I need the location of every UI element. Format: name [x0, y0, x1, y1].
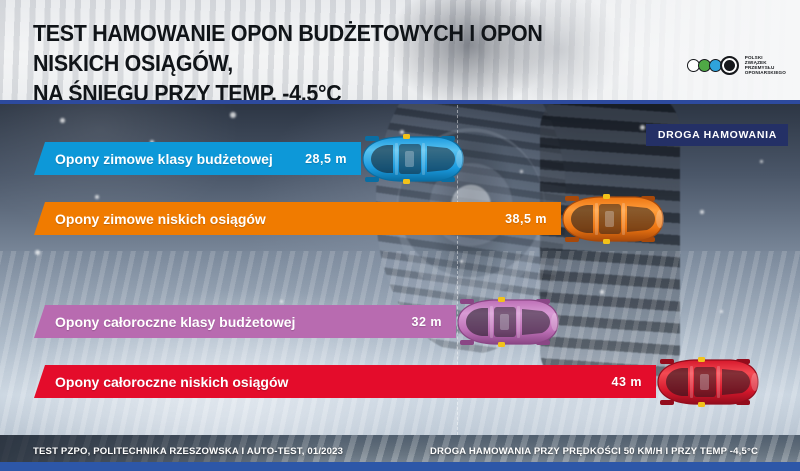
- car-top-view-blue: [359, 133, 467, 185]
- snowflake-icon: [280, 300, 283, 303]
- bottom-accent-strip: [0, 462, 800, 471]
- logo-dot-black-icon: [719, 56, 739, 76]
- snowflake-icon: [35, 250, 40, 255]
- bar-label-4: Opony całoroczne niskich osiągów: [55, 373, 289, 390]
- page-title: TEST HAMOWANIE OPON BUDŻETOWYCH I OPON N…: [33, 20, 543, 100]
- footer-conditions-text: DROGA HAMOWANIA PRZY PRĘDKOŚCI 50 KM/H I…: [430, 446, 759, 457]
- bar-label-1: Opony zimowe klasy budżetowej: [55, 150, 273, 167]
- bar-value-2: 38,5 m: [505, 211, 547, 226]
- snowflake-icon: [640, 125, 645, 130]
- snowflake-icon: [600, 290, 604, 294]
- snowflake-icon: [95, 195, 99, 199]
- bar-value-1: 28,5 m: [305, 151, 347, 166]
- logo-line-2: Związek: [744, 59, 767, 65]
- car-top-view-red: [654, 356, 762, 408]
- status-badge: DROGA HAMOWANIA: [645, 124, 788, 146]
- chart-area: DROGA HAMOWANIA Opony zimowe klasy budże…: [0, 100, 800, 435]
- snowflake-icon: [720, 310, 723, 313]
- bar-2: Opony zimowe niskich osiągów 38,5 m: [34, 202, 561, 235]
- bar-label-2: Opony zimowe niskich osiągów: [55, 210, 266, 227]
- pzpo-logo: Polski Związek Przemysłu Oponiarskiego: [686, 55, 786, 76]
- logo-dots-icon: [686, 56, 739, 76]
- footer-source-text: TEST PZPO, POLITECHNIKA RZESZOWSKA I AUT…: [33, 446, 344, 457]
- car-top-view-orange: [559, 193, 667, 245]
- logo-line-4: Oponiarskiego: [744, 69, 786, 75]
- logo-line-3: Przemysłu: [744, 64, 775, 70]
- header-background-tyre-photo: [0, 0, 800, 100]
- snowflake-icon: [400, 130, 404, 134]
- bar-value-3: 32 m: [411, 314, 442, 329]
- snowflake-icon: [700, 210, 704, 214]
- snowflake-icon: [520, 170, 523, 173]
- bar-label-3: Opony całoroczne klasy budżetowej: [55, 313, 296, 330]
- snowflake-icon: [60, 118, 65, 123]
- bar-1: Opony zimowe klasy budżetowej 28,5 m: [34, 142, 361, 175]
- car-top-view-purple: [454, 296, 562, 348]
- bar-4: Opony całoroczne niskich osiągów 43 m: [34, 365, 656, 398]
- snowflake-icon: [230, 112, 236, 118]
- logo-text: Polski Związek Przemysłu Oponiarskiego: [744, 55, 786, 76]
- bar-3: Opony całoroczne klasy budżetowej 32 m: [34, 305, 456, 338]
- header-divider-line: [0, 100, 800, 104]
- tyre-tread-right: [540, 100, 680, 390]
- snowflake-icon: [460, 260, 463, 263]
- logo-line-1: Polski: [744, 55, 763, 60]
- snowflake-icon: [760, 160, 763, 163]
- bar-value-4: 43 m: [611, 374, 642, 389]
- reference-dashed-line: [457, 100, 458, 435]
- header: TEST HAMOWANIE OPON BUDŻETOWYCH I OPON N…: [0, 0, 800, 100]
